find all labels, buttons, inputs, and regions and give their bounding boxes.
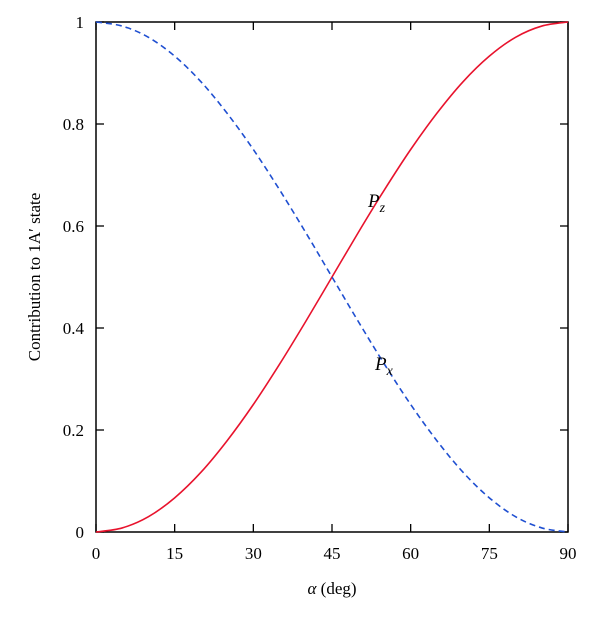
x-tick-label: 45 bbox=[324, 544, 341, 563]
x-tick-label: 30 bbox=[245, 544, 262, 563]
x-tick-label: 60 bbox=[402, 544, 419, 563]
x-tick-label: 75 bbox=[481, 544, 498, 563]
series-lines bbox=[95, 21, 569, 533]
x-tick-label: 0 bbox=[92, 544, 101, 563]
y-axis-label: Contribution to 1A′ state bbox=[25, 193, 44, 362]
axis-ticks bbox=[95, 21, 569, 533]
y-tick-label: 0.2 bbox=[63, 421, 84, 440]
y-tick-label: 0.8 bbox=[63, 115, 84, 134]
tick-labels: 0 15 30 45 60 75 90 0 0.2 0.4 0.6 0.8 1 bbox=[63, 13, 577, 563]
series-label-pz: Pz bbox=[367, 191, 386, 216]
y-tick-label: 0.6 bbox=[63, 217, 84, 236]
y-tick-label: 0 bbox=[76, 523, 85, 542]
x-tick-label: 15 bbox=[166, 544, 183, 563]
x-axis-label: α (deg) bbox=[307, 579, 356, 598]
x-tick-label: 90 bbox=[560, 544, 577, 563]
series-line-pz bbox=[95, 21, 569, 533]
y-tick-label: 1 bbox=[76, 13, 85, 32]
y-tick-label: 0.4 bbox=[63, 319, 85, 338]
series-label-px: Px bbox=[374, 354, 394, 379]
series-line-px bbox=[95, 21, 569, 533]
